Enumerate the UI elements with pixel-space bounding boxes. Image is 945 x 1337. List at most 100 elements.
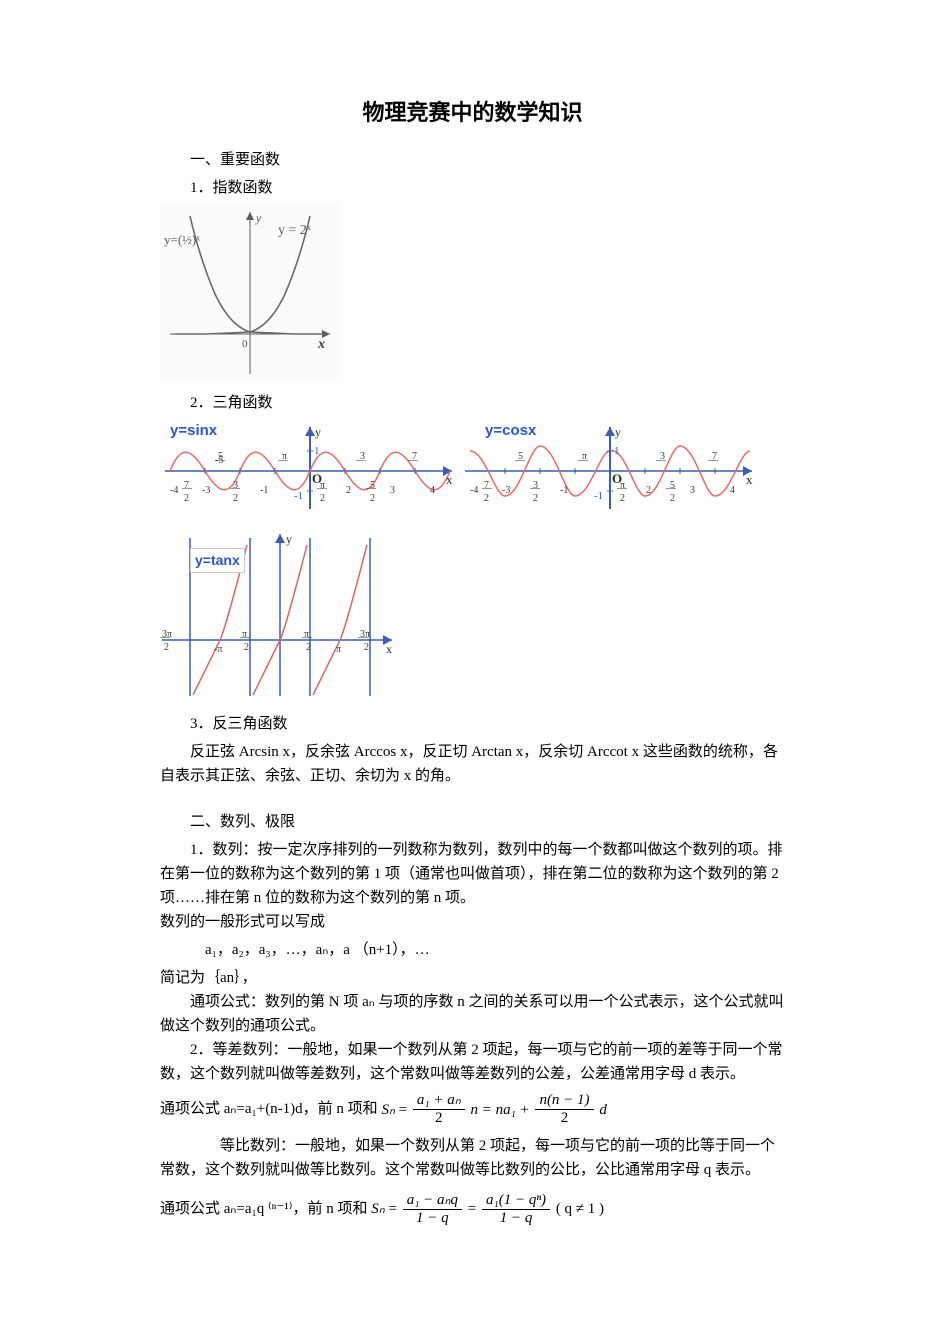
geom-formula-line: 通项公式 aₙ=a₁q ⁽ⁿ⁻¹⁾，前 n 项和 Sₙ = a₁ − aₙq 1… [160,1192,785,1228]
svg-text:2: 2 [364,642,369,653]
svg-text:-1: -1 [260,485,268,496]
cos-x-label: x [746,472,753,487]
inverse-trig-body: 反正弦 Arcsin x，反余弦 Arccos x，反正切 Arctan x，反… [160,740,785,788]
exp-graph-svg: y x 0 y=(½)ˣ y = 2ˣ [160,204,340,379]
svg-text:2: 2 [164,642,169,653]
arith-frac-2: n(n − 1) 2 [535,1092,593,1128]
tan-y-label: y [286,532,292,546]
geom-num-1: a₁ − aₙq [403,1192,462,1210]
svg-text:2: 2 [244,642,249,653]
sin-negone: -1 [294,490,303,502]
svg-text:2: 2 [370,493,375,504]
geom-cond: ( q ≠ 1 ) [556,1197,604,1221]
geom-num-2: a₁(1 − qⁿ) [482,1192,550,1210]
svg-text:2: 2 [233,493,238,504]
seq-general-form: a₁，a₂，a₃，…，aₙ，a （n+1），… [160,938,785,962]
svg-text:—: — [577,455,589,466]
exp-x-label: x [317,337,325,352]
geom-seq-def: 等比数列：一般地，如果一个数列从第 2 项起，每一项与它的前一项的比等于同一个常… [160,1134,785,1182]
document-page: 物理竞赛中的数学知识 一、重要函数 1．指数函数 y x 0 y=(½)ˣ y … [0,0,945,1297]
svg-text:—: — [655,455,667,466]
figure-cos: 1 -1 O x y -4 7—2 -3 5— 3—2 -1 π— π—2 2 … [460,421,760,524]
svg-text:2: 2 [670,493,675,504]
svg-text:2: 2 [484,493,489,504]
general-term-def: 通项公式：数列的第 N 项 aₙ 与项的序数 n 之间的关系可以用一个公式表示，… [160,990,785,1038]
svg-text:2: 2 [184,493,189,504]
cos-one: 1 [614,445,620,457]
arith-tail: d [599,1098,607,1122]
exp-label-left: y=(½)ˣ [164,232,200,247]
figure-tan: x y 3π —2 -π π—2 π—2 π 3π—2 y=tanx [160,530,785,708]
eq-sign-1: = [399,1098,407,1122]
svg-text:2: 2 [320,493,325,504]
section-1-heading: 一、重要函数 [160,148,785,172]
svg-text:3: 3 [690,485,695,496]
arith-mid: n = na₁ + [470,1098,529,1122]
svg-text:-3: -3 [502,485,510,496]
arith-num-1: a₁ + aₙ [413,1092,465,1110]
exp-label-right: y = 2ˣ [278,223,312,238]
arith-den-2: 2 [535,1110,593,1127]
svg-text:-4: -4 [170,485,178,496]
arith-seq-def: 2．等差数列：一般地，如果一个数列从第 2 项起，每一项与它的前一项的差等于同一… [160,1038,785,1086]
svg-text:3: 3 [390,485,395,496]
tan-x-label: x [386,642,392,656]
svg-text:—: — [707,455,719,466]
seq-general-form-intro: 数列的一般形式可以写成 [160,910,785,934]
cos-y-arrow [605,427,615,436]
svg-text:-3: -3 [202,485,210,496]
figure-sin: 1 -1 O x y -5 -4 7—2 -3 5—2 3—2 -1 π—2 π… [160,421,460,524]
svg-text:—: — [214,455,226,466]
arith-frac-1: a₁ + aₙ 2 [413,1092,465,1128]
item-inverse-trig-heading: 3．反三角函数 [160,712,785,736]
eq-sign-3: = [468,1197,476,1221]
svg-text:—: — [407,455,419,466]
section-2-heading: 二、数列、极限 [160,810,785,834]
svg-text:-1: -1 [560,485,568,496]
svg-text:4: 4 [730,485,735,496]
page-title: 物理竞赛中的数学知识 [160,95,785,130]
arith-den-1: 2 [413,1110,465,1127]
geom-frac-2: a₁(1 − qⁿ) 1 − q [482,1192,550,1228]
geom-sn: Sₙ [371,1197,384,1221]
cos-negone: -1 [594,490,603,502]
spacer-1 [160,798,785,806]
svg-text:2: 2 [346,485,351,496]
tan-title: y=tanx [190,548,245,572]
svg-text:-π: -π [214,644,222,655]
geom-frac-1: a₁ − aₙq 1 − q [403,1192,462,1228]
exp-origin: 0 [242,338,248,350]
arith-num-2: n(n − 1) [535,1092,593,1110]
item-trig-heading: 2．三角函数 [160,391,785,415]
geom-den-2: 1 − q [482,1210,550,1227]
seq-def: 1．数列：按一定次序排列的一列数称为数列，数列中的每一个数都叫做这个数列的项。排… [160,838,785,910]
tan-y-arrow [275,534,285,543]
cos-title: y=cosx [485,419,536,443]
sin-title: y=sinx [170,419,217,443]
figure-exponential: y x 0 y=(½)ˣ y = 2ˣ [160,204,785,387]
svg-text:—: — [277,455,289,466]
sin-x-label: x [446,472,453,487]
svg-text:2: 2 [533,493,538,504]
seq-shorthand: 简记为｛an｝， [160,966,785,990]
sin-y-arrow [305,427,315,436]
svg-text:2: 2 [306,642,311,653]
svg-text:—: — [355,455,367,466]
arith-prefix: 通项公式 aₙ=a₁+(n-1)d，前 n 项和 [160,1101,381,1117]
exp-y-label: y [255,211,262,225]
cos-y-label: y [615,425,621,439]
svg-text:π: π [336,644,341,655]
svg-text:2: 2 [646,485,651,496]
figure-row-sin-cos: 1 -1 O x y -5 -4 7—2 -3 5—2 3—2 -1 π—2 π… [160,421,785,524]
item-exponential-heading: 1．指数函数 [160,176,785,200]
arith-sn: Sₙ [381,1098,394,1122]
arith-formula-line: 通项公式 aₙ=a₁+(n-1)d，前 n 项和 Sₙ = a₁ + aₙ 2 … [160,1092,785,1128]
sin-y-label: y [315,425,321,439]
svg-text:4: 4 [430,485,435,496]
svg-text:2: 2 [620,493,625,504]
svg-text:—: — [514,455,526,466]
eq-sign-2: = [388,1197,396,1221]
sin-one: 1 [314,445,320,457]
geom-prefix: 通项公式 aₙ=a₁q ⁽ⁿ⁻¹⁾，前 n 项和 [160,1201,371,1217]
svg-text:-4: -4 [470,485,478,496]
